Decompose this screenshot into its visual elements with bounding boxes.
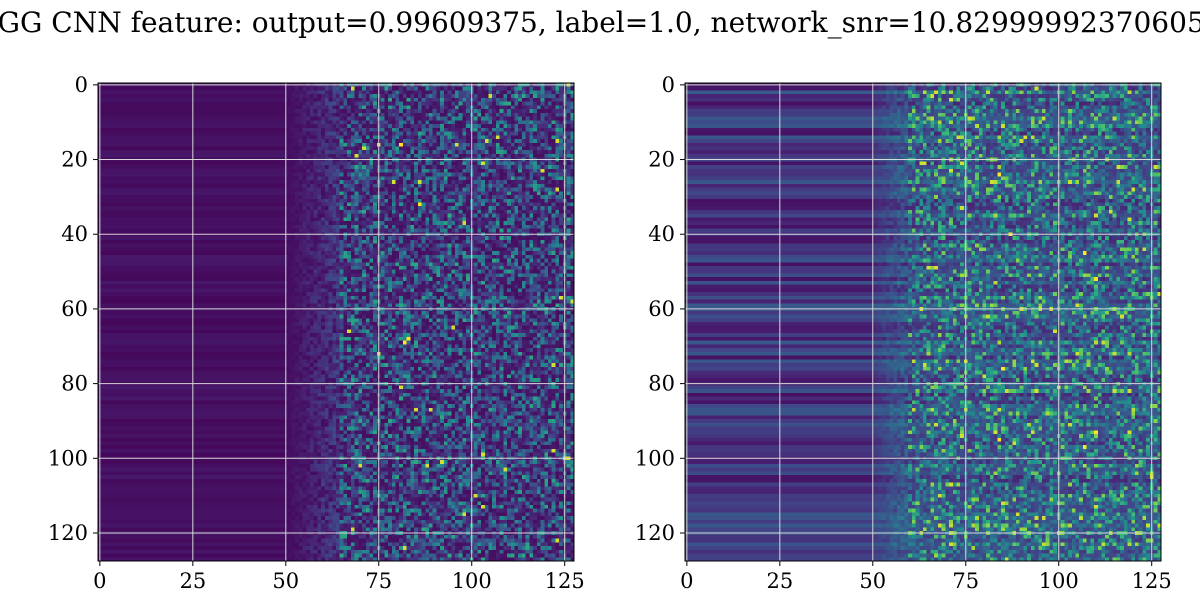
figure-title: VGG CNN feature: output=0.99609375, labe…: [0, 6, 1200, 39]
y-tick-label: 0: [75, 73, 88, 97]
x-tick-label: 50: [859, 569, 886, 593]
heatmap-cells: [685, 83, 1161, 561]
x-tick-label: 125: [545, 569, 585, 593]
y-tick-label: 80: [61, 372, 88, 396]
x-tick-label: 125: [1132, 569, 1172, 593]
y-tick-label: 40: [648, 222, 675, 246]
y-tick-label: 80: [648, 372, 675, 396]
x-tick-label: 100: [452, 569, 492, 593]
x-tick-label: 25: [179, 569, 206, 593]
y-tick-label: 60: [648, 297, 675, 321]
heatmap-cells: [98, 83, 574, 561]
x-tick-label: 75: [952, 569, 979, 593]
x-tick-label: 0: [93, 569, 106, 593]
x-tick-label: 100: [1039, 569, 1079, 593]
x-tick-label: 50: [272, 569, 299, 593]
y-tick-label: 0: [662, 73, 675, 97]
axes-frame: [684, 82, 1162, 562]
y-tick-label: 120: [635, 521, 675, 545]
x-tick-label: 25: [766, 569, 793, 593]
y-tick-label: 40: [61, 222, 88, 246]
y-tick-label: 20: [648, 148, 675, 172]
y-tick-label: 100: [635, 446, 675, 470]
x-tick-label: 75: [365, 569, 392, 593]
axes-frame: [97, 82, 575, 562]
y-tick-label: 120: [48, 521, 88, 545]
y-tick-label: 60: [61, 297, 88, 321]
x-tick-label: 0: [680, 569, 693, 593]
y-tick-label: 100: [48, 446, 88, 470]
y-tick-label: 20: [61, 148, 88, 172]
